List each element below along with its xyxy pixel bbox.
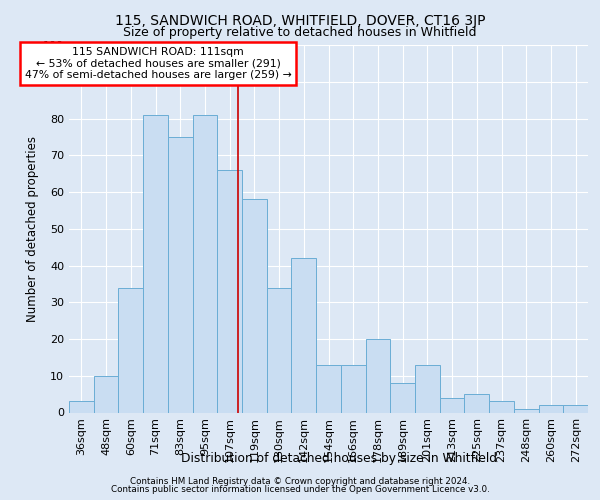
Y-axis label: Number of detached properties: Number of detached properties: [26, 136, 39, 322]
Bar: [69, 402, 94, 412]
Text: 115, SANDWICH ROAD, WHITFIELD, DOVER, CT16 3JP: 115, SANDWICH ROAD, WHITFIELD, DOVER, CT…: [115, 14, 485, 28]
Bar: [563, 405, 588, 412]
Bar: [94, 376, 118, 412]
Text: Distribution of detached houses by size in Whitfield: Distribution of detached houses by size …: [181, 452, 497, 465]
Bar: [316, 364, 341, 412]
Bar: [514, 409, 539, 412]
Bar: [415, 364, 440, 412]
Bar: [193, 115, 217, 412]
Bar: [267, 288, 292, 412]
Bar: [118, 288, 143, 412]
Bar: [168, 137, 193, 412]
Bar: [143, 115, 168, 412]
Text: Size of property relative to detached houses in Whitfield: Size of property relative to detached ho…: [123, 26, 477, 39]
Text: Contains public sector information licensed under the Open Government Licence v3: Contains public sector information licen…: [110, 485, 490, 494]
Bar: [440, 398, 464, 412]
Bar: [489, 402, 514, 412]
Bar: [539, 405, 563, 412]
Bar: [341, 364, 365, 412]
Bar: [390, 383, 415, 412]
Text: Contains HM Land Registry data © Crown copyright and database right 2024.: Contains HM Land Registry data © Crown c…: [130, 477, 470, 486]
Bar: [365, 339, 390, 412]
Bar: [242, 200, 267, 412]
Bar: [464, 394, 489, 412]
Bar: [217, 170, 242, 412]
Text: 115 SANDWICH ROAD: 111sqm
← 53% of detached houses are smaller (291)
47% of semi: 115 SANDWICH ROAD: 111sqm ← 53% of detac…: [25, 47, 292, 80]
Bar: [292, 258, 316, 412]
